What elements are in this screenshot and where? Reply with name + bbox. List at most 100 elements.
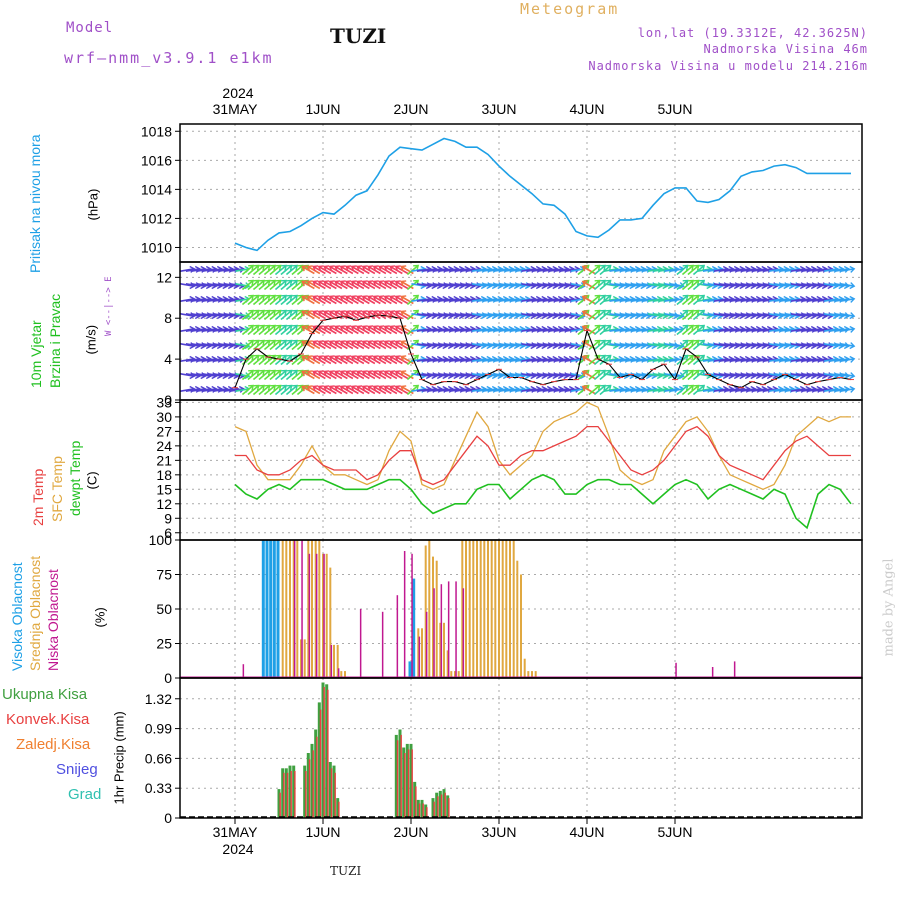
wind-arrow: [263, 324, 277, 336]
wind-arrow-shaft: [730, 372, 745, 378]
wind-arrow-shaft: [697, 297, 712, 303]
wind-arrow-head: [317, 370, 324, 377]
wind-arrow: [389, 355, 403, 365]
wind-arrow-head: [389, 385, 396, 392]
wind-arrow: [676, 384, 689, 396]
cloud-mid-bar: [311, 540, 313, 678]
wind-arrow-shaft: [291, 309, 304, 321]
wind-arrow-shaft: [625, 267, 640, 273]
wind-arrow-head: [286, 339, 293, 346]
wind-arrow-shaft: [543, 312, 558, 318]
wind-arrow-head: [292, 294, 299, 301]
wind-arrow-head: [688, 279, 695, 286]
wind-arrow-head: [600, 294, 607, 301]
wind-arrow-shaft: [493, 267, 508, 273]
wind-arrow-shaft: [620, 312, 635, 318]
wind-arrow-shaft: [681, 264, 694, 276]
wind-arrow-shaft: [224, 372, 239, 378]
wind-arrow: [681, 309, 695, 321]
wind-arrow-shaft: [779, 357, 794, 363]
wind-arrow-head: [306, 265, 313, 272]
cloud-low-bar: [381, 611, 384, 678]
wind-arrow-shaft: [504, 372, 519, 378]
wind-arrow-head: [843, 342, 850, 350]
wind-arrow-shaft: [588, 384, 601, 396]
top-year-label: 2024: [222, 85, 253, 101]
wind-arrow-head: [605, 354, 612, 361]
wind-arrow-head: [244, 312, 251, 320]
wind-arrow: [252, 264, 266, 276]
wind-arrow-shaft: [653, 387, 668, 393]
wind-arrow-shaft: [296, 279, 309, 291]
wind-arrow-shaft: [658, 372, 673, 378]
wind-arrow-head: [693, 384, 700, 391]
wind-arrow-shaft: [692, 309, 705, 321]
wind-arrow: [312, 385, 326, 395]
wind-arrow-shaft: [291, 324, 304, 336]
wind-arrow-shaft: [207, 312, 222, 318]
wind-arrow-shaft: [241, 294, 254, 306]
wind-arrow-shaft: [577, 309, 590, 321]
wind-arrow-shaft: [620, 387, 635, 393]
wind-arrow-shaft: [433, 357, 448, 363]
wind-arrow-shaft: [416, 327, 431, 333]
wind-arrow-shaft: [395, 265, 409, 275]
cloud-mid-bar: [292, 540, 295, 678]
wind-arrow-shaft: [438, 387, 453, 393]
wind-arrow: [306, 280, 321, 290]
wind-arrow-head: [334, 370, 341, 377]
wind-arrow-head: [579, 282, 586, 290]
wind-arrow-shaft: [312, 370, 326, 380]
wind-arrow-shaft: [834, 327, 849, 333]
wind-arrow-shaft: [796, 327, 811, 333]
wind-arrow-shaft: [449, 327, 464, 333]
wind-arrow-head: [581, 295, 588, 302]
wind-arrow-shaft: [763, 372, 778, 378]
wind-arrow: [356, 265, 370, 275]
y-tick-label: 6: [164, 525, 172, 541]
wind-arrow-head: [356, 370, 363, 377]
wind-arrow: [306, 295, 321, 305]
wind-arrow-head: [581, 355, 588, 362]
wind-arrow-shaft: [263, 309, 276, 321]
wind-arrow-head: [682, 339, 689, 346]
wind-arrow-head: [574, 265, 581, 273]
wind-arrow-shaft: [746, 372, 761, 378]
wind-arrow-shaft: [730, 357, 745, 363]
wind-arrow-shaft: [625, 327, 640, 333]
wind-arrow-shaft: [785, 267, 800, 273]
cloud-low-bar: [315, 553, 318, 678]
wind-arrow-shaft: [559, 312, 574, 318]
wind-arrow-shaft: [757, 357, 772, 363]
wind-arrow-shaft: [676, 369, 689, 381]
wind-arrow-head: [361, 265, 368, 272]
wind-arrow-head: [323, 355, 330, 362]
wind-arrow-shaft: [730, 267, 745, 273]
wind-arrow: [593, 264, 607, 276]
precip-conv-bar: [338, 801, 340, 818]
wind-arrow-shaft: [444, 372, 459, 378]
wind-arrow-shaft: [323, 325, 337, 335]
precip-conv-bar: [316, 736, 318, 818]
wind-arrow-shaft: [340, 355, 354, 365]
wind-arrow-head: [574, 312, 581, 320]
wind-arrow-shaft: [829, 267, 844, 273]
wind-arrow: [301, 310, 315, 320]
wind-arrow-shaft: [746, 282, 761, 288]
wind-arrow-shaft: [323, 295, 337, 305]
wind-arrow-shaft: [681, 294, 694, 306]
wind-arrow-head: [849, 372, 856, 380]
wind-arrow-head: [389, 265, 396, 272]
wind-arrow: [581, 370, 596, 380]
wind-arrow-head: [849, 295, 856, 303]
wind-arrow-head: [275, 369, 282, 376]
wind-arrow: [274, 369, 288, 381]
wind-arrow-head: [383, 295, 390, 302]
wind-arrow-shaft: [367, 280, 381, 290]
wind-arrow-head: [317, 280, 324, 287]
wind-arrow-shaft: [351, 325, 365, 335]
wind-arrow-shaft: [345, 280, 359, 290]
wind-arrow-shaft: [614, 312, 629, 318]
wind-arrow: [323, 325, 337, 335]
wind-arrow-shaft: [466, 312, 481, 318]
